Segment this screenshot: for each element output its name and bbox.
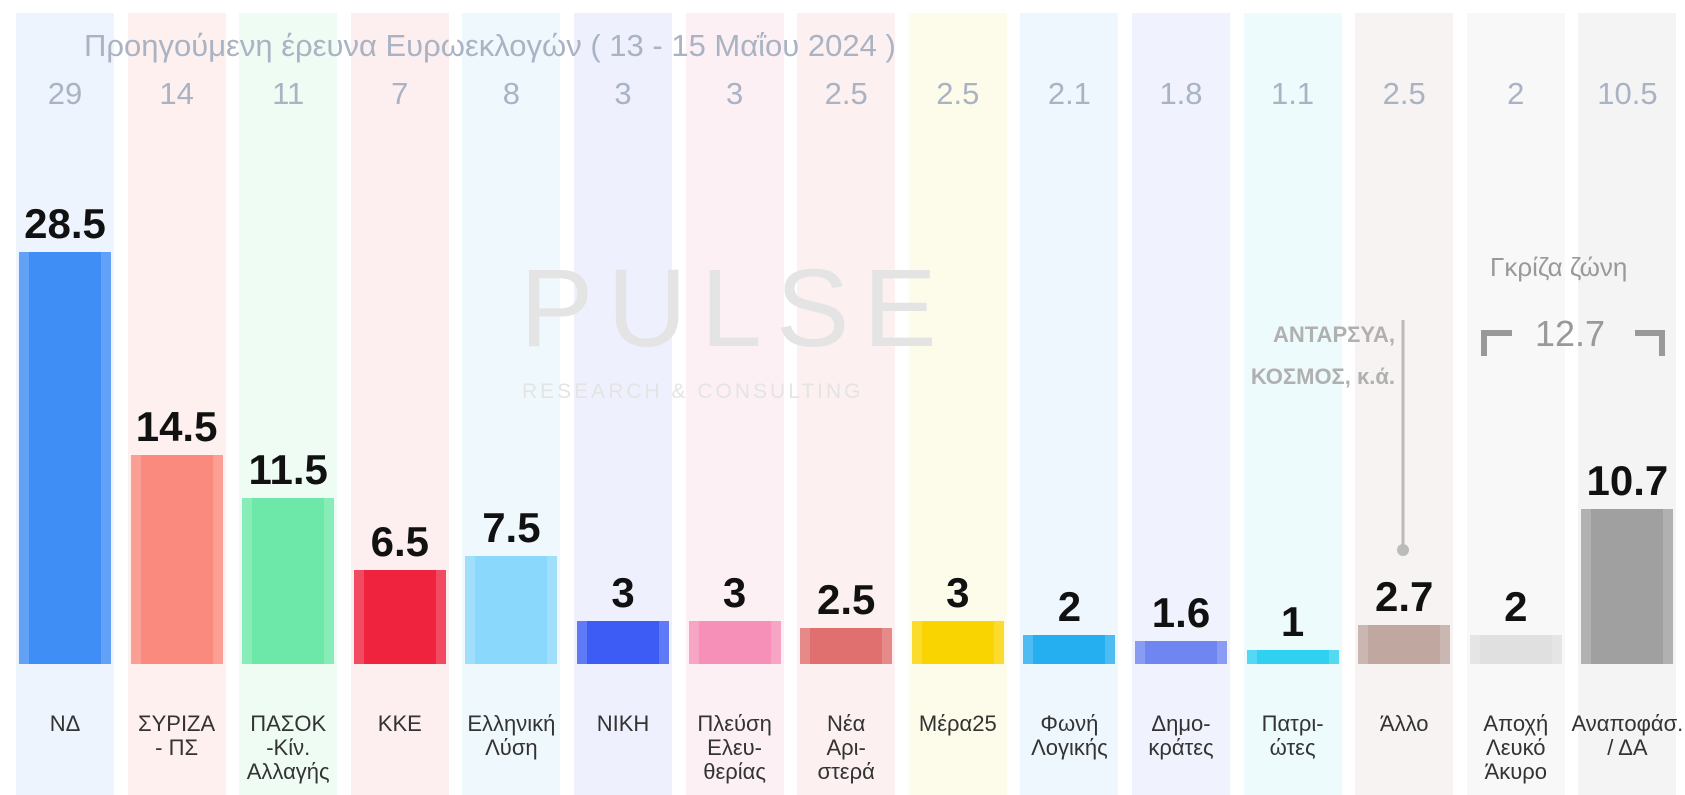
- chart-title: Προηγούμενη έρευνα Ευρωεκλογών ( 13 - 15…: [84, 28, 896, 63]
- column-background: [685, 13, 784, 795]
- gray-zone-label: Γκρίζα ζώνη: [1490, 252, 1628, 282]
- bar: [1358, 625, 1451, 664]
- column-background: [1466, 13, 1565, 795]
- column-background: [908, 13, 1007, 795]
- previous-value: 3: [614, 76, 632, 111]
- value-label: 7.5: [482, 503, 541, 551]
- annotation: ΑΝΤΑΡΣΥΑ, ΚΟΣΜΟΣ, κ.ά.: [1250, 322, 1395, 389]
- previous-value: 10.5: [1597, 76, 1658, 111]
- bar: [1246, 649, 1339, 664]
- gray-zone-value: 12.7: [1535, 313, 1606, 354]
- previous-value: 14: [159, 76, 194, 111]
- previous-value: 1.8: [1159, 76, 1203, 111]
- column-background: [127, 13, 226, 795]
- previous-value: 2.5: [824, 76, 868, 111]
- value-label: 2: [1504, 583, 1528, 631]
- category-label: Πλεύση Ελευ- θερίας: [697, 711, 772, 784]
- previous-value: 2.5: [1382, 76, 1426, 111]
- watermark: PULSE: [520, 247, 951, 370]
- column-background: [1132, 13, 1230, 795]
- previous-value: 2.1: [1047, 76, 1091, 111]
- bar: [1135, 640, 1227, 664]
- previous-value: 8: [502, 76, 521, 111]
- previous-value: 2: [1507, 76, 1525, 111]
- column-background: [797, 13, 896, 795]
- value-label: 6.5: [370, 518, 429, 566]
- value-label: 1.6: [1151, 588, 1211, 636]
- previous-value: 7: [391, 76, 409, 111]
- bar: [1581, 509, 1674, 664]
- bar: [577, 620, 669, 664]
- column-background: [1243, 13, 1342, 795]
- category-label: ΚΚΕ: [377, 711, 422, 736]
- value-label: 10.7: [1586, 457, 1669, 505]
- bar: [688, 620, 781, 664]
- value-label: 2.5: [816, 575, 876, 623]
- value-label: 2.7: [1374, 573, 1434, 620]
- value-label: 3: [946, 568, 970, 616]
- watermark-subtitle: RESEARCH & CONSULTING: [522, 380, 864, 403]
- bar: [800, 627, 893, 664]
- previous-value: 2.5: [936, 76, 980, 111]
- bar: [19, 252, 111, 664]
- category-label: Νέα Αρι- στερά: [817, 711, 875, 784]
- value-label: 1: [1280, 597, 1305, 645]
- category-label: ΣΥΡΙΖΑ - ΠΣ: [138, 711, 216, 760]
- value-label: 3: [611, 568, 635, 616]
- value-label: 11.5: [248, 445, 328, 493]
- bar: [353, 570, 446, 664]
- previous-value: 3: [725, 76, 744, 111]
- category-label: Άλλο: [1379, 711, 1429, 736]
- previous-value: 1.1: [1271, 76, 1315, 111]
- category-label: Μέρα25: [918, 711, 997, 736]
- category-label: Ελληνική Λύση: [467, 711, 556, 760]
- previous-value: 11: [272, 76, 305, 111]
- value-label: 2: [1057, 583, 1082, 631]
- column-background: [1578, 13, 1677, 795]
- value-label: 14.5: [135, 402, 218, 450]
- category-label: Φωνή Λογικής: [1031, 711, 1108, 760]
- bar: [911, 620, 1004, 664]
- bar: [130, 454, 223, 664]
- category-label: Δημο- κράτες: [1148, 711, 1214, 760]
- bar: [1023, 635, 1116, 664]
- category-label: Αναποφάσ. / ΔΑ: [1571, 711, 1684, 760]
- value-label: 28.5: [24, 200, 106, 248]
- category-label: ΝΙΚΗ: [596, 711, 650, 736]
- column-background: [462, 13, 561, 795]
- annotation-dot: [1397, 544, 1409, 556]
- category-label: Αποχή Λευκό Άκυρο: [1483, 711, 1549, 784]
- category-label: ΝΔ: [49, 711, 81, 736]
- value-label: 3: [722, 568, 747, 616]
- previous-value: 29: [47, 76, 83, 111]
- category-label: Πατρι- ώτες: [1261, 711, 1324, 760]
- category-label: ΠΑΣΟΚ -Κίν. Αλλαγής: [246, 711, 330, 784]
- column-background: [239, 13, 338, 795]
- bar: [465, 555, 558, 664]
- column-background: [574, 13, 672, 795]
- column-background: [1020, 13, 1119, 795]
- bar: [1469, 635, 1562, 664]
- column-background: [350, 13, 449, 795]
- gray-zone-bracket: [1481, 330, 1665, 356]
- bar: [242, 497, 335, 664]
